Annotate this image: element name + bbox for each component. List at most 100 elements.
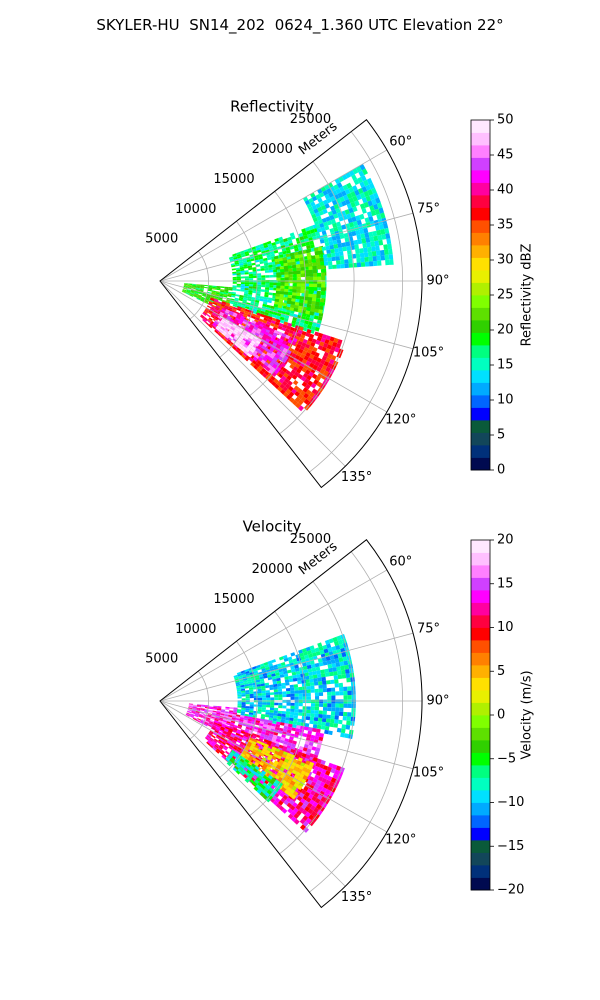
data-gate xyxy=(300,762,306,767)
data-gate xyxy=(305,716,311,721)
data-gate xyxy=(329,358,335,365)
data-gate xyxy=(245,726,251,730)
data-gate xyxy=(292,277,297,281)
data-gate xyxy=(322,208,328,215)
data-gate xyxy=(283,241,289,245)
data-gate xyxy=(245,696,250,699)
data-gate xyxy=(221,755,226,760)
data-gate xyxy=(279,294,284,298)
data-gate xyxy=(277,710,282,714)
data-gate xyxy=(316,724,322,730)
data-gate xyxy=(235,317,240,321)
data-gate xyxy=(308,820,315,827)
data-gate xyxy=(308,206,314,212)
data-gate xyxy=(338,682,344,688)
data-gate xyxy=(304,726,309,731)
data-gate xyxy=(280,787,287,793)
data-gate xyxy=(345,669,350,674)
data-gate xyxy=(264,734,269,739)
data-gate xyxy=(302,733,308,738)
data-gate xyxy=(232,253,237,257)
data-gate xyxy=(318,210,325,216)
data-gate xyxy=(338,247,343,252)
data-gate xyxy=(219,751,224,755)
data-gate xyxy=(278,691,283,695)
data-gate xyxy=(213,310,218,314)
data-gate xyxy=(188,706,193,709)
data-gate xyxy=(261,688,266,691)
data-gate xyxy=(240,753,246,758)
data-gate xyxy=(252,308,258,312)
data-gate xyxy=(207,733,212,738)
data-gate xyxy=(221,309,226,313)
data-gate xyxy=(245,304,250,308)
data-gate xyxy=(208,731,213,735)
data-gate xyxy=(256,268,261,272)
data-gate xyxy=(335,188,342,195)
data-gate xyxy=(279,296,284,301)
data-gate xyxy=(225,300,231,304)
colorbar-swatch xyxy=(471,120,490,133)
data-gate xyxy=(311,213,317,219)
colorbar-swatch xyxy=(471,652,490,666)
data-gate xyxy=(323,783,329,789)
data-gate xyxy=(310,325,316,331)
colorbar-swatch xyxy=(471,170,490,183)
data-gate xyxy=(182,289,187,291)
data-gate xyxy=(295,790,302,796)
data-gate xyxy=(221,301,227,304)
data-gate xyxy=(313,717,319,722)
data-gate xyxy=(276,283,281,286)
data-gate xyxy=(215,291,220,294)
data-gate xyxy=(311,699,316,704)
data-gate xyxy=(249,710,254,713)
data-gate xyxy=(291,769,298,775)
data-gate xyxy=(325,245,331,251)
data-gate xyxy=(256,740,262,745)
data-gate xyxy=(255,297,260,301)
data-gate xyxy=(191,712,196,715)
data-gate xyxy=(237,702,242,704)
data-gate xyxy=(257,706,262,710)
data-gate xyxy=(193,293,198,297)
data-gate xyxy=(322,707,328,711)
data-gate xyxy=(265,732,270,736)
data-gate xyxy=(317,658,323,663)
data-gate xyxy=(247,261,252,265)
data-gate xyxy=(306,340,312,346)
data-gate xyxy=(321,721,326,726)
data-gate xyxy=(256,247,261,251)
data-gate xyxy=(336,221,342,227)
data-gate xyxy=(205,720,210,724)
data-gate xyxy=(256,744,262,749)
data-gate xyxy=(202,293,207,297)
data-gate xyxy=(241,704,246,707)
data-gate xyxy=(273,249,279,254)
data-gate xyxy=(272,762,278,768)
data-gate xyxy=(317,721,322,726)
data-gate xyxy=(252,337,257,343)
data-gate xyxy=(322,644,328,650)
data-gate xyxy=(252,288,257,292)
data-gate xyxy=(236,739,242,744)
data-gate xyxy=(211,313,216,318)
data-gate xyxy=(354,244,359,250)
data-gate xyxy=(296,795,303,802)
data-gate xyxy=(302,699,307,704)
data-gate xyxy=(261,731,266,735)
data-gate xyxy=(269,710,274,713)
data-gate xyxy=(287,669,292,674)
data-gate xyxy=(367,189,374,196)
data-gate xyxy=(311,338,317,344)
data-gate xyxy=(192,704,197,706)
data-gate xyxy=(327,663,333,669)
data-gate xyxy=(248,286,253,289)
data-gate xyxy=(238,766,244,771)
data-gate xyxy=(327,699,332,704)
data-gate xyxy=(267,333,273,338)
data-gate xyxy=(262,325,268,330)
data-gate xyxy=(252,734,257,739)
data-gate xyxy=(284,758,289,763)
data-gate xyxy=(261,352,267,357)
data-gate xyxy=(269,715,274,719)
